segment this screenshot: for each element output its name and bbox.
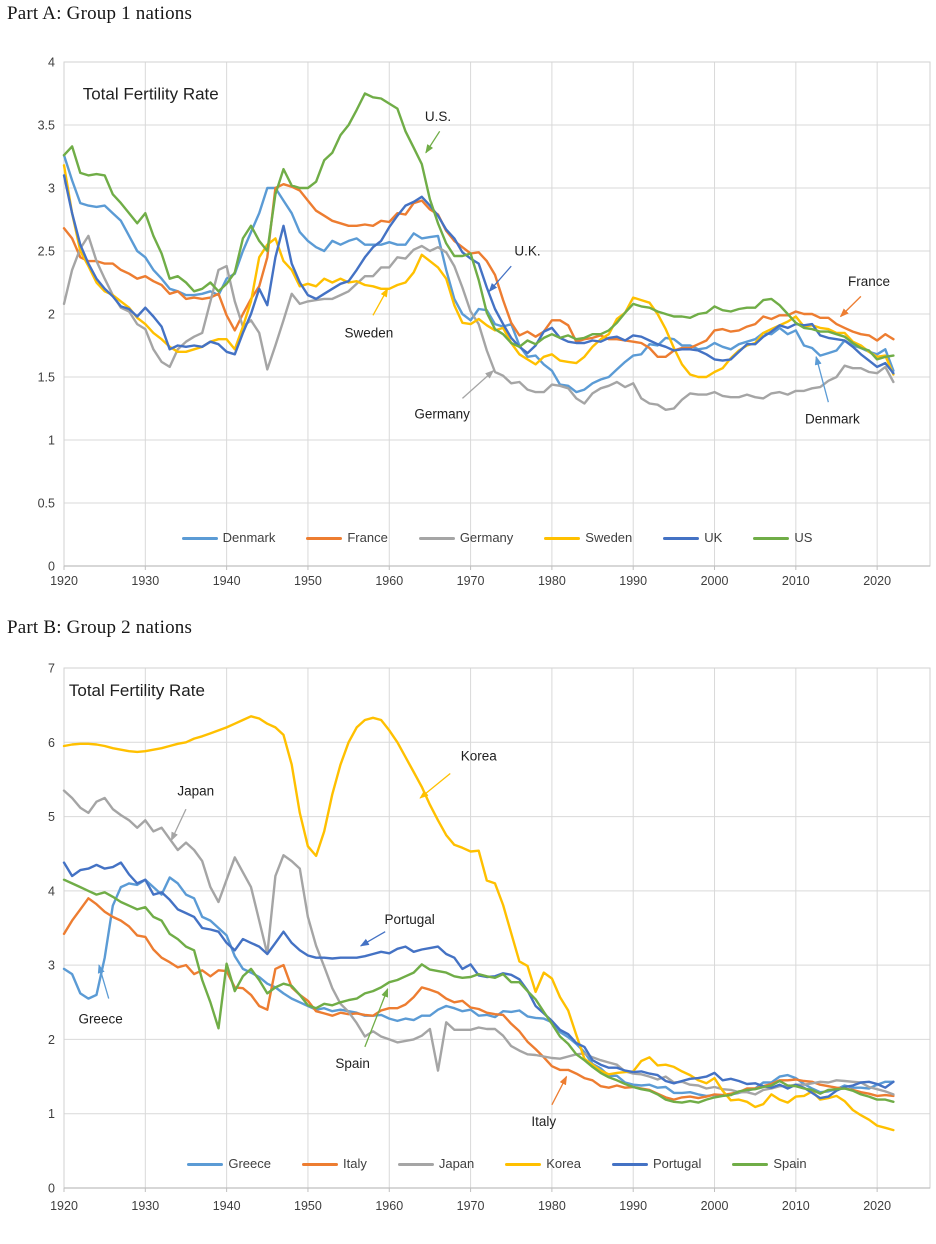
annotation-label-denmark: Denmark [805,411,860,426]
x-tick-label: 1960 [375,574,403,588]
x-tick-label: 1990 [619,1199,647,1213]
annotation-label-japan: Japan [177,783,214,798]
annotation-label-uk: U.K. [514,244,540,259]
annotation-arrow-portugal [359,931,386,947]
annotation-arrow-germany [462,370,495,399]
series-line-denmark [62,153,895,394]
series-line-uk [62,174,895,375]
annotation-arrow-japan [170,808,187,842]
y-tick-label: 3.5 [38,119,55,133]
y-tick-label: 2 [48,308,55,322]
annotation-label-us: U.S. [425,109,451,124]
series-line-italy [62,897,895,1101]
x-tick-label: 2020 [863,574,891,588]
x-tick-label: 1940 [213,574,241,588]
y-tick-label: 2.5 [38,245,55,259]
y-tick-label: 1 [48,1107,55,1121]
y-tick-label: 0 [48,1182,55,1196]
y-tick-label: 6 [48,736,55,750]
annotation-arrow-italy [551,1075,568,1106]
x-tick-label: 1980 [538,1199,566,1213]
x-tick-label: 1950 [294,1199,322,1213]
y-tick-label: 0 [48,560,55,574]
x-tick-label: 1960 [375,1199,403,1213]
x-tick-label: 2000 [701,1199,729,1213]
annotation-arrow-sweden [372,287,389,316]
chart-title: Total Fertility Rate [69,681,205,700]
y-tick-label: 3 [48,182,55,196]
annotation-arrow-korea [419,772,451,799]
series-line-greece [62,876,895,1098]
part-b-chart: 0 1 2 3 4 5 6 7 1920 1930 1940 1950 1960 1970 1980 1990… [0,648,936,1244]
part-a-chart: 0 0.5 1 1.5 2 2.5 3 3.5 4 1920 1930 1940 1950 1960 197… [0,28,936,600]
annotation-label-korea: Korea [461,748,498,763]
x-tick-label: 1930 [131,1199,159,1213]
x-tick-label: 1970 [457,1199,485,1213]
annotation-label-portugal: Portugal [384,912,434,927]
series-line-japan [62,789,895,1096]
x-tick-label: 1940 [213,1199,241,1213]
annotation-label-germany: Germany [414,406,470,421]
annotation-arrow-uk [488,265,512,293]
x-tick-label: 1920 [50,1199,78,1213]
y-tick-label: 1.5 [38,371,55,385]
annotation-label-france: France [848,274,890,289]
series-line-france [62,182,895,358]
group1-svg: 0 0.5 1 1.5 2 2.5 3 3.5 4 1920 1930 1940 1950 1960 197… [38,56,931,588]
series-line-spain [62,878,895,1104]
x-tick-label: 2010 [782,574,810,588]
annotation-arrow-denmark [814,355,829,403]
annotation-arrow-greece [97,964,110,999]
annotation-label-sweden: Sweden [345,326,394,341]
x-tick-label: 2010 [782,1199,810,1213]
series-line-korea [62,715,895,1132]
annotation-label-greece: Greece [78,1011,122,1026]
series-line-us [62,92,895,361]
annotation-label-spain: Spain [335,1056,370,1071]
y-tick-label: 4 [48,56,55,70]
annotation-label-italy: Italy [531,1114,556,1129]
y-tick-label: 5 [48,810,55,824]
y-tick-label: 3 [48,959,55,973]
x-tick-label: 1970 [457,574,485,588]
x-tick-label: 1930 [131,574,159,588]
y-tick-label: 7 [48,662,55,676]
annotation-arrow-france [839,295,862,318]
x-tick-label: 2020 [863,1199,891,1213]
series-line-germany [62,234,895,411]
y-tick-label: 2 [48,1033,55,1047]
y-tick-label: 0.5 [38,497,55,511]
y-tick-label: 4 [48,884,55,898]
plot-border [63,667,931,1189]
x-tick-label: 2000 [701,574,729,588]
part-a-heading: Part A: Group 1 nations [7,3,193,24]
annotation-arrow-us [425,130,441,154]
group2-svg: 0 1 2 3 4 5 6 7 1920 1930 1940 1950 1960 1970 1980 1990… [48,662,931,1213]
annotation-arrow-spain [364,987,389,1048]
x-tick-label: 1920 [50,574,78,588]
x-tick-label: 1950 [294,574,322,588]
chart-title: Total Fertility Rate [83,84,219,103]
part-b-heading: Part B: Group 2 nations [7,617,193,638]
x-tick-label: 1980 [538,574,566,588]
y-tick-label: 1 [48,434,55,448]
x-tick-label: 1990 [619,574,647,588]
series-line-portugal [62,861,895,1100]
